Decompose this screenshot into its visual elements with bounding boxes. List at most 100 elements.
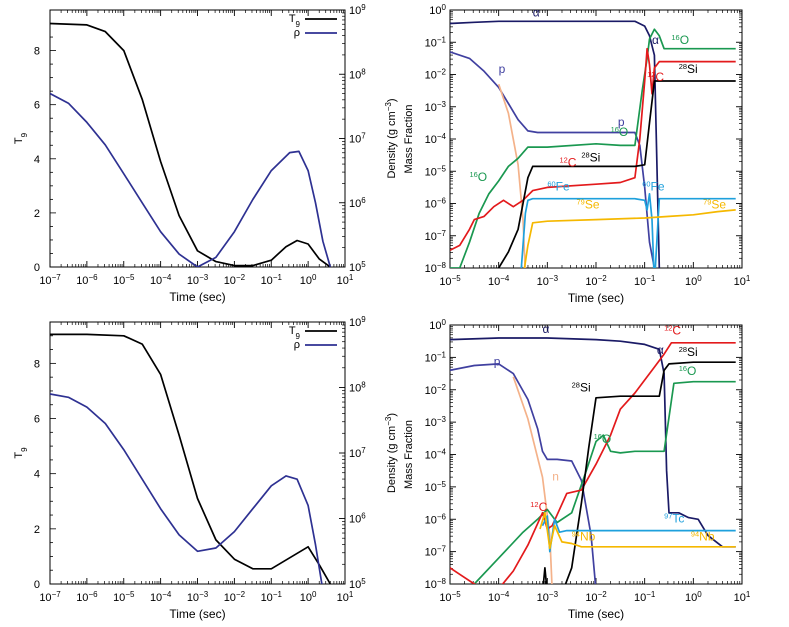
y-tick-label: 10−7	[425, 544, 447, 559]
series-label: 28Si	[679, 61, 698, 76]
series-label: 16O	[671, 32, 689, 47]
plot-frame	[49, 9, 346, 268]
series-line-Si28	[542, 361, 736, 584]
y-tick-label: 10−5	[425, 479, 447, 494]
y-axis-label: T9	[13, 132, 29, 144]
series-label: 12C	[560, 155, 577, 170]
series-label: α	[657, 343, 664, 357]
series-label: 28Si	[572, 380, 591, 395]
y-tick-label: 10−8	[425, 261, 447, 276]
legend-entry: T9	[289, 13, 301, 29]
x-tick-label: 10−3	[187, 590, 209, 605]
y-tick-label: 0	[34, 579, 40, 591]
series-label: 16O	[611, 124, 629, 139]
panel-bottom-right: 10−5 10−4 10−3 10−2 10−1 100 101 10−8 10−7 10−6 10…	[403, 318, 751, 622]
series-label: 79Se	[577, 197, 600, 212]
series-label: 94Nb	[691, 529, 715, 544]
series-label: p	[499, 62, 506, 76]
series-line-O16	[450, 28, 736, 268]
plot-frame	[49, 321, 346, 585]
x-tick-label: 10−5	[113, 273, 135, 288]
x-tick-label: 10−5	[113, 590, 135, 605]
series-label: p	[618, 115, 625, 129]
x-tick-label: 10−6	[76, 273, 98, 288]
series-label: 28Si	[679, 344, 698, 359]
y-tick-label: 10−6	[425, 196, 447, 211]
x-tick-label: 10−4	[150, 273, 172, 288]
y-tick-label: 10−4	[425, 447, 447, 462]
series-line-C12	[450, 341, 736, 584]
y-axis-label: T9	[13, 447, 29, 459]
x-tick-label: 10−2	[585, 274, 607, 289]
panel-top-right: 10−5 10−4 10−3 10−2 10−1 100 101 10−8 10−7 10−6 10…	[403, 3, 751, 306]
y-tick-label: 10−3	[425, 99, 447, 114]
series-label: 28Si	[581, 150, 600, 165]
series-line-T9	[50, 22, 331, 267]
y2-tick-label: 109	[349, 3, 366, 18]
x-axis-label: Time (sec)	[169, 290, 225, 304]
series-line-ρ	[50, 393, 323, 584]
x-tick-label: 10−2	[585, 590, 607, 605]
x-tick-label: 10−4	[488, 274, 510, 289]
series-group	[450, 20, 736, 268]
y2-tick-label: 107	[349, 446, 366, 461]
x-tick-label: 10−5	[439, 590, 461, 605]
x-tick-label: 100	[685, 274, 702, 289]
y-tick-label: 4	[34, 469, 40, 481]
y2-axis-label: Density (g cm−3)	[384, 98, 399, 178]
series-group	[50, 333, 332, 584]
x-tick-label: 10−6	[76, 590, 98, 605]
series-line-Fe60	[520, 192, 736, 268]
y-tick-label: 100	[429, 318, 446, 333]
y-tick-label: 8	[34, 358, 40, 370]
series-label: 16O	[469, 169, 487, 184]
x-axis-label: Time (sec)	[568, 607, 624, 621]
series-line-α	[450, 20, 661, 268]
x-tick-label: 100	[300, 273, 317, 288]
x-tick-label: 10−1	[634, 590, 656, 605]
x-axis-label: Time (sec)	[169, 607, 225, 621]
series-line-Se79	[523, 209, 736, 268]
panel-bottom-left: 10−7 10−6 10−5 10−4 10−3 10−2 10−1 100 101 0 2 4 6 8 1…	[13, 315, 398, 622]
x-tick-label: 101	[337, 590, 354, 605]
series-line-p	[450, 51, 656, 268]
series-label: 16O	[679, 364, 697, 379]
legend: T9ρ	[289, 325, 337, 351]
series-label: 60Fe	[547, 179, 570, 194]
y-tick-label: 10−1	[425, 350, 447, 365]
x-tick-label: 10−4	[488, 590, 510, 605]
series-line-n	[497, 83, 526, 268]
x-tick-label: 10−3	[537, 590, 559, 605]
series-label: α	[542, 322, 549, 336]
y2-axis-label: Density (g cm−3)	[384, 413, 399, 493]
y2-tick-label: 107	[349, 131, 366, 146]
series-label: 16O	[594, 432, 612, 447]
series-line-T9	[50, 333, 332, 584]
series-group	[50, 22, 332, 267]
series-line-Nb94	[539, 511, 736, 550]
y-tick-label: 4	[34, 154, 40, 166]
y2-tick-label: 106	[349, 511, 366, 526]
x-tick-label: 100	[685, 590, 702, 605]
y-tick-label: 8	[34, 46, 40, 58]
series-label: n	[552, 469, 559, 483]
x-tick-label: 101	[734, 590, 751, 605]
y-tick-label: 10−1	[425, 35, 447, 50]
series-label: 12C	[530, 500, 547, 515]
y-tick-label: 10−7	[425, 228, 447, 243]
y-tick-label: 10−3	[425, 415, 447, 430]
y-tick-label: 0	[34, 262, 40, 274]
y-tick-label: 100	[429, 3, 446, 18]
x-tick-label: 100	[300, 590, 317, 605]
x-tick-label: 10−2	[224, 273, 246, 288]
series-line-C12	[450, 47, 736, 252]
y2-tick-label: 105	[349, 577, 366, 592]
panel-top-left: 10−7 10−6 10−5 10−4 10−3 10−2 10−1 100 101 0 2 4 6 8 1…	[13, 3, 398, 305]
y-tick-label: 10−4	[425, 132, 447, 147]
x-tick-label: 101	[734, 274, 751, 289]
series-line-p	[450, 363, 597, 584]
y2-tick-label: 109	[349, 315, 366, 330]
legend-entry: ρ	[294, 339, 300, 351]
series-label: 60Fe	[642, 179, 665, 194]
